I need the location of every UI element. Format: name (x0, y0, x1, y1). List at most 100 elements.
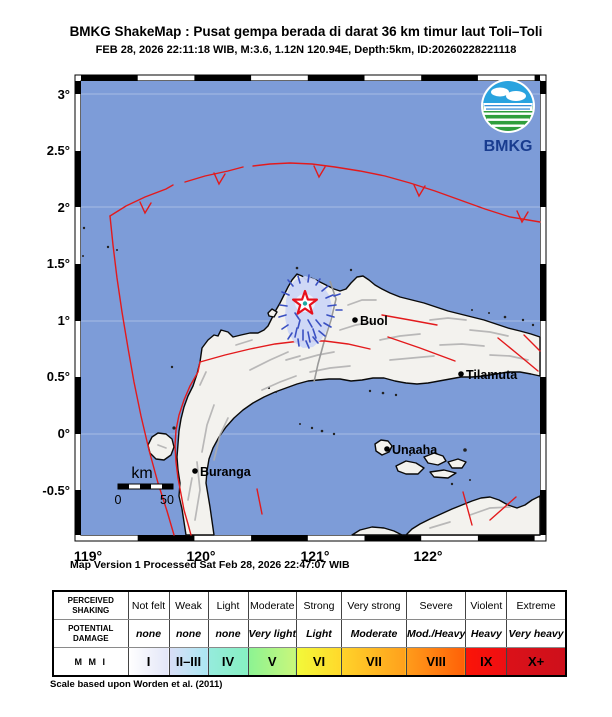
y-tick: 0° (58, 426, 70, 441)
city-label: Buranga (200, 465, 252, 479)
y-tick: -0.5° (42, 483, 70, 498)
legend-mmi-cell: IV (207, 647, 249, 677)
city-label: Tilamuta (466, 368, 518, 382)
city-label: Buol (360, 314, 388, 328)
x-axis-labels: 119° 120° 121° 122° (74, 548, 443, 564)
x-tick: 119° (74, 548, 102, 564)
epicenter-marker[interactable] (292, 289, 318, 315)
legend-shaking-cell: Strong (295, 590, 342, 620)
legend-shaking-cell: Light (207, 590, 249, 620)
y-tick: 0.5° (47, 369, 70, 384)
legend-mmi-cell: II–III (168, 647, 209, 677)
legend-mmi-cell: X+ (506, 647, 567, 677)
fault-se-2 (489, 496, 517, 521)
map-version-note: Map Version 1 Processed Sat Feb 28, 2026… (70, 559, 350, 571)
legend-mmi-cell: IX (465, 647, 508, 677)
y-tick: 2° (58, 200, 70, 215)
city-dot (458, 371, 464, 377)
legend-shaking-cell: Very strong (340, 590, 407, 620)
island-togian-3 (447, 458, 467, 469)
city-buranga[interactable]: Buranga (192, 465, 252, 479)
page-subtitle: FEB 28, 2026 22:11:18 WIB, M:3.6, 1.12N … (95, 44, 517, 56)
logo-wave-2 (486, 108, 530, 110)
legend-shaking-cell: Severe (405, 590, 467, 620)
legend-damage-cell: none (168, 619, 209, 648)
legend-damage-cell: Light (295, 619, 342, 648)
fault-arm (199, 340, 371, 363)
trench-arc (109, 162, 541, 223)
legend-damage-cell: Very heavy (506, 619, 567, 648)
epicenter-core-dot (301, 300, 308, 307)
x-tick: 121° (301, 548, 330, 564)
scale-unit: km (131, 465, 152, 482)
legend-mmi-cell: VIII (405, 647, 467, 677)
fault-east-3 (523, 334, 541, 352)
scale-start: 0 (115, 493, 122, 507)
x-tick: 120° (187, 548, 216, 564)
legend-mmi-cell: VII (340, 647, 407, 677)
trench-west-limb (109, 215, 175, 536)
legend-row-label-shaking: PERCEIVED SHAKING (52, 590, 129, 620)
legend-shaking-cell: Moderate (247, 590, 297, 620)
city-tilamuta[interactable]: Tilamuta (458, 368, 518, 382)
island-togian-1 (395, 460, 425, 475)
y-tick: 1.5° (47, 256, 70, 271)
intensity-hatches (278, 274, 343, 349)
logo-wave-1 (484, 105, 532, 107)
fault-se-1 (462, 491, 473, 526)
terrain-relief (157, 299, 529, 529)
legend-shaking-cell: Extreme (506, 590, 567, 620)
scale-end: 50 (160, 493, 174, 507)
island-togian-2 (423, 452, 447, 466)
legend-shaking-cell: Weak (168, 590, 209, 620)
fault-east-2 (497, 337, 539, 372)
islet-specks (82, 226, 535, 486)
legend-mmi-cell: VI (295, 647, 342, 677)
city-buol[interactable]: Buol (352, 314, 388, 328)
page-title: BMKG ShakeMap : Pusat gempa berada di da… (69, 24, 543, 39)
coastline-north-sulawesi (176, 273, 541, 536)
legend-damage-cell: Heavy (465, 619, 508, 648)
fault-lines (109, 162, 541, 536)
legend-damage-cell: Very light (247, 619, 297, 648)
x-tick: 122° (414, 548, 443, 564)
city-dot (192, 468, 198, 474)
city-unaaha[interactable]: Unaaha (384, 443, 438, 457)
city-markers: Buol Tilamuta Unaaha Buranga (192, 314, 518, 479)
fault-east-1 (387, 336, 456, 362)
bmkg-logo: BMKG (481, 79, 535, 155)
y-tick: 1° (58, 313, 70, 328)
legend-damage-cell: Moderate (340, 619, 407, 648)
logo-band (483, 103, 533, 111)
logo-stripe-2 (487, 118, 529, 121)
y-tick: 2.5° (47, 143, 70, 158)
coastline-southeast (351, 495, 541, 536)
legend-mmi-cell: I (127, 647, 170, 677)
logo-stripe-3 (492, 124, 524, 127)
mmi-legend-table: PERCEIVED SHAKING Not felt Weak Light Mo… (52, 590, 567, 677)
city-dot (352, 317, 358, 323)
legend-damage-cell: none (127, 619, 170, 648)
legend-footnote: Scale based upon Worden et al. (2011) (50, 679, 223, 690)
legend-damage-cell: Mod./Heavy (405, 619, 467, 648)
legend-row-label-damage: POTENTIAL DAMAGE (52, 619, 129, 648)
city-dot (384, 446, 390, 452)
islet-cape (267, 308, 278, 318)
logo-cloud-2 (506, 91, 526, 101)
y-tick: 3° (58, 87, 70, 102)
logo-stripe-1 (484, 112, 532, 115)
y-axis-labels: 3° 2.5° 2° 1.5° 1° 0.5° 0° -0.5° (42, 87, 70, 498)
fault-neck-short (256, 488, 263, 515)
logo-text: BMKG (484, 138, 533, 155)
legend-mmi-cell: V (247, 647, 297, 677)
legend-row-label-mmi: M M I (52, 647, 129, 677)
city-label: Unaaha (392, 443, 438, 457)
legend-damage-cell: none (207, 619, 249, 648)
island-togian-4 (429, 469, 457, 479)
legend-shaking-cell: Violent (465, 590, 508, 620)
legend-shaking-cell: Not felt (127, 590, 170, 620)
fault-buol (381, 314, 438, 326)
trench-teeth (139, 165, 529, 224)
fault-neck (174, 361, 201, 536)
